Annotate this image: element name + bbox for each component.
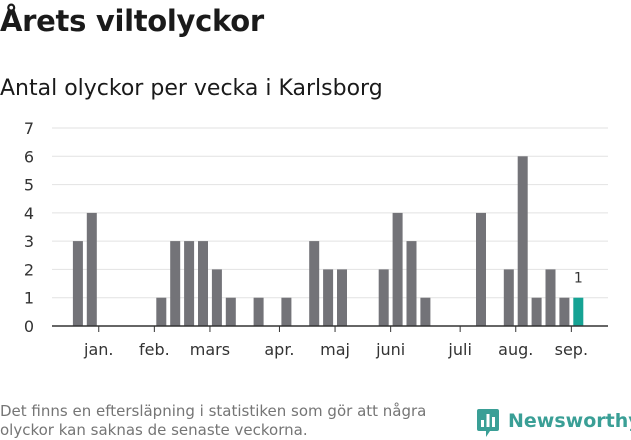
bar-chart: 0 1 2 3 4 5 6 7 jan. feb. mars apr. maj juni juli aug.… [24,119,608,359]
footnote: Det finns en eftersläpning i statistiken… [0,402,427,439]
bar-week-36 [545,269,556,326]
bar-week-33 [503,269,514,326]
data-label-week-38: 1 [574,271,583,287]
bar-week-25 [392,212,403,326]
y-tick-label-5: 5 [24,176,34,195]
chart-title: Årets viltolyckor [0,4,264,38]
x-tick-label-juli: juli [447,340,471,359]
bar-week-10 [184,241,195,326]
y-tick-label-0: 0 [24,317,34,336]
chart-subtitle: Antal olyckor per vecka i Karlsborg [0,76,383,101]
brand-logo[interactable]: Newsworthy [476,408,631,440]
bar-week-12 [211,269,222,326]
bar-week-2 [72,241,83,326]
bar-week-31 [476,212,486,326]
bar-week-9 [170,241,181,326]
bar-week-3 [86,212,97,326]
bar-week-17 [281,297,292,326]
x-tick-label-sep.: sep. [555,340,588,359]
bar-week-26 [406,241,417,326]
y-tick-label-1: 1 [24,289,34,308]
data-labels: 1 [574,271,583,287]
y-tick-label-6: 6 [24,147,34,166]
y-tick-label-7: 7 [24,119,34,138]
bar-week-19 [309,241,320,326]
bar-week-11 [198,241,208,326]
x-tick-label-jan.: jan. [83,340,113,359]
y-tick-label-3: 3 [24,232,34,251]
bar-week-15 [253,297,264,326]
y-axis-ticks: 0 1 2 3 4 5 6 7 [24,119,34,336]
x-tick-label-juni: juni [375,340,405,359]
bar-week-20 [323,269,334,326]
y-tick-label-4: 4 [24,204,34,223]
x-axis-month-labels: jan. feb. mars apr. maj juni juli aug. sep. [83,326,588,359]
grid-lines [52,127,608,299]
bar-week-24 [378,269,389,326]
x-tick-label-feb.: feb. [139,340,170,359]
x-tick-label-maj: maj [320,340,350,359]
bar-week-37 [559,297,570,326]
newsworthy-logo-icon [477,409,499,437]
bar-week-38 [573,297,584,326]
x-tick-label-aug.: aug. [498,340,533,359]
bars [72,156,584,326]
brand-name: Newsworthy [508,410,631,432]
bar-week-13 [225,297,236,326]
bar-week-34 [517,156,528,326]
bar-week-27 [420,297,431,326]
bar-week-21 [337,269,347,326]
bar-week-8 [156,297,167,326]
x-tick-label-apr.: apr. [264,340,294,359]
y-tick-label-2: 2 [24,260,34,279]
bar-week-35 [531,297,542,326]
x-tick-label-mars: mars [190,340,230,359]
